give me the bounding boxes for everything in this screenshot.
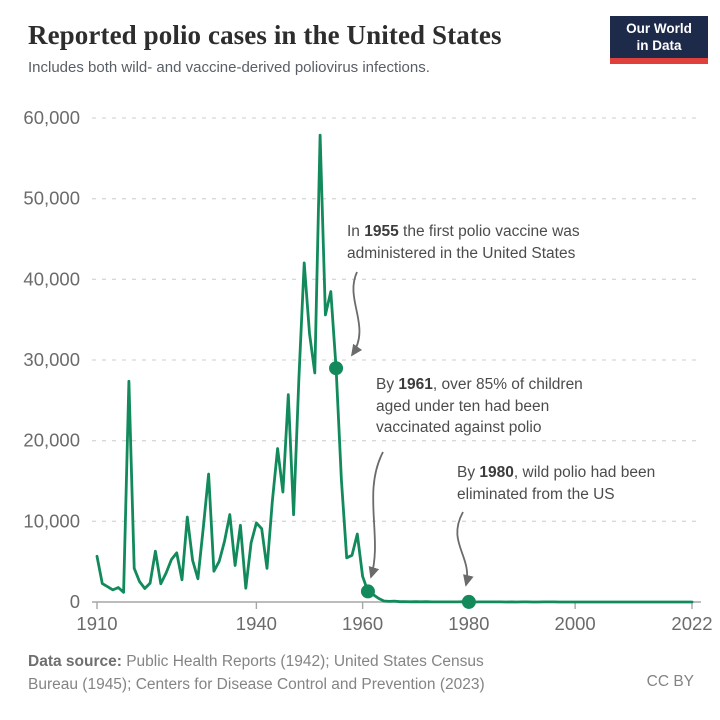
annotation-text: eliminated from the US: [457, 485, 615, 503]
y-tick-label: 50,000: [23, 188, 80, 209]
y-tick-label: 40,000: [23, 268, 80, 289]
y-tick-label: 20,000: [23, 430, 80, 451]
x-tick-label: 2000: [555, 613, 596, 634]
y-tick-label: 60,000: [23, 107, 80, 128]
gridlines: 0 10,000 20,000 30,000 40,000 50,000 60,000: [23, 107, 701, 612]
annotation-1961: By 1961, over 85% of children aged under …: [376, 374, 583, 439]
annotation-1980: By 1980, wild polio had been eliminated f…: [457, 462, 655, 505]
annotation-text: administered in the United States: [347, 244, 576, 262]
annotation-year: 1980: [479, 464, 514, 481]
marker-dot-1961: [360, 584, 375, 599]
owid-logo-line2: in Data: [636, 37, 682, 53]
x-tick-label: 1910: [76, 613, 117, 634]
annotation-line: By 1961, over 85% of children: [376, 374, 583, 396]
polio-cases-line: [95, 133, 694, 604]
axes: 1910 1940 1960 1980 2000 2022: [76, 601, 713, 634]
chart-subtitle: Includes both wild- and vaccine-derived …: [28, 59, 430, 76]
y-tick-label: 30,000: [23, 349, 80, 370]
y-tick-label: 10,000: [23, 510, 80, 531]
annotation-arrows: [350, 271, 474, 587]
data-source-line1: Data source: Public Health Reports (1942…: [28, 650, 485, 673]
annotation-line: vaccinated against polio: [376, 417, 583, 439]
annotation-year: 1961: [398, 376, 433, 393]
chart-title: Reported polio cases in the United State…: [28, 20, 502, 50]
annotation-year: 1955: [364, 223, 399, 240]
annotation-text: , wild polio had been: [513, 464, 656, 481]
event-markers: [329, 361, 476, 609]
annotation-arrow-1961: [368, 451, 384, 579]
annotation-text: aged under ten had been: [376, 397, 550, 415]
data-series: [95, 133, 694, 604]
annotation-text: , over 85% of children: [432, 376, 583, 393]
data-source-line2: Bureau (1945); Centers for Disease Contr…: [28, 676, 485, 693]
annotation-line: In 1955 the first polio vaccine was: [347, 221, 580, 243]
annotation-text: By: [376, 376, 399, 393]
marker-dot-1980: [461, 594, 476, 609]
x-tick-label: 1940: [236, 613, 277, 634]
license-badge: CC BY: [646, 673, 694, 690]
data-source: Data source: Public Health Reports (1942…: [28, 650, 485, 696]
annotation-line: By 1980, wild polio had been: [457, 462, 655, 484]
annotation-text: In: [347, 223, 365, 240]
annotation-text: vaccinated against polio: [376, 419, 542, 436]
owid-logo-text: Our World in Data: [610, 16, 708, 58]
annotation-arrow-1980: [456, 511, 474, 587]
annotation-arrow-1955: [350, 271, 363, 357]
owid-logo-line1: Our World: [626, 21, 692, 36]
owid-logo-red-bar: [610, 58, 708, 64]
annotation-1955: In 1955 the first polio vaccine was admin…: [347, 221, 580, 264]
x-tick-label: 2022: [671, 613, 712, 634]
data-source-line1-text: Public Health Reports (1942); United Sta…: [121, 653, 484, 670]
owid-logo: Our World in Data: [610, 16, 708, 64]
annotation-text: By: [457, 464, 480, 481]
data-source-label: Data source:: [28, 653, 122, 670]
annotation-line: eliminated from the US: [457, 484, 655, 506]
y-tick-label: 0: [70, 591, 80, 612]
marker-dot-1955: [329, 361, 344, 376]
x-tick-label: 1980: [448, 613, 489, 634]
annotation-line: administered in the United States: [347, 243, 580, 265]
x-tick-label: 1960: [342, 613, 383, 634]
annotation-line: aged under ten had been: [376, 396, 583, 418]
annotation-text: the first polio vaccine was: [398, 223, 580, 240]
